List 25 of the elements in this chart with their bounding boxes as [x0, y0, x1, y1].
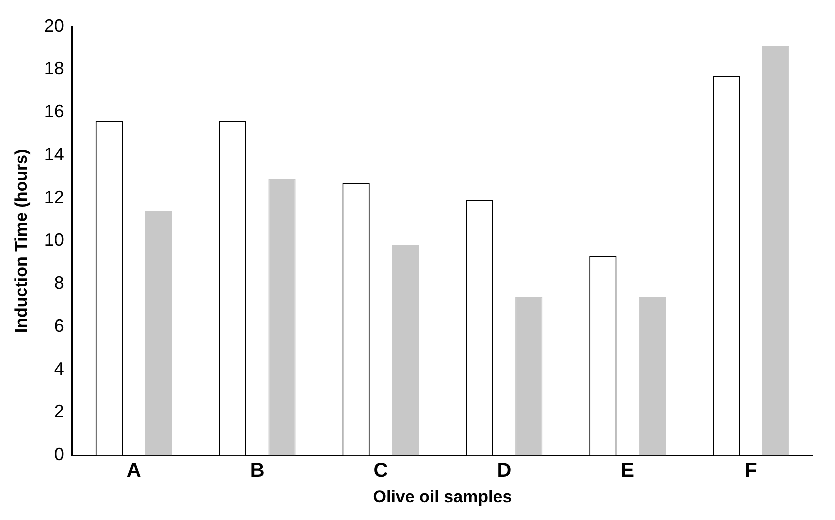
y-tick-label: 12	[44, 187, 64, 208]
x-tick-label: B	[250, 460, 265, 482]
x-tick-label: C	[374, 460, 388, 482]
x-tick-label: A	[126, 460, 142, 482]
bar	[638, 296, 666, 456]
y-tick-label: 8	[54, 273, 64, 294]
y-tick-label: 2	[54, 402, 64, 422]
x-axis-title: Olive oil samples	[373, 487, 512, 506]
bar	[392, 245, 420, 456]
y-tick-label: 14	[44, 144, 64, 164]
bar	[762, 46, 790, 456]
y-tick-label: 10	[44, 230, 64, 250]
x-tick-label: D	[497, 460, 512, 482]
x-tick-label: F	[745, 460, 758, 482]
y-tick-label: 6	[54, 316, 64, 336]
x-tick-label: E	[621, 460, 635, 482]
y-tick-label: 0	[54, 444, 64, 465]
bar	[268, 179, 296, 456]
y-tick-label: 4	[54, 358, 64, 379]
bar	[145, 211, 172, 456]
bar	[516, 296, 543, 456]
y-tick-label: 16	[44, 102, 64, 122]
y-axis-title: Induction Time (hours)	[12, 149, 31, 334]
y-tick-label: 18	[44, 58, 64, 79]
y-tick-label: 20	[44, 16, 64, 36]
